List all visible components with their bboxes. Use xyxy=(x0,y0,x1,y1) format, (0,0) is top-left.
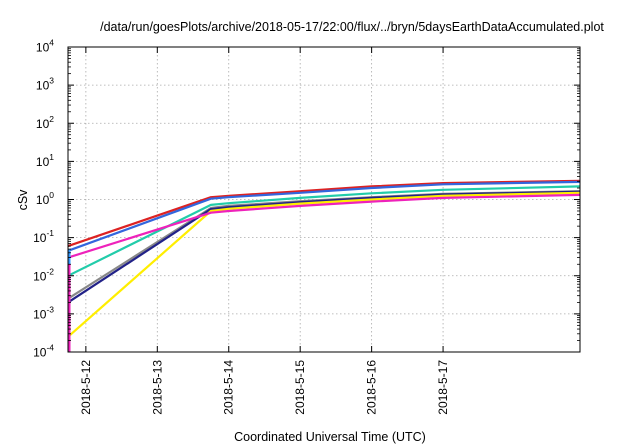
y-axis-label: cSv xyxy=(16,189,30,211)
series-line xyxy=(67,190,581,300)
chart-title: /data/run/goesPlots/archive/2018-05-17/2… xyxy=(100,20,604,34)
series-line xyxy=(67,193,581,259)
x-tick-label: 2018-5-17 xyxy=(436,360,450,415)
y-tick-label: 104 xyxy=(36,38,54,55)
x-tick-label: 2018-5-16 xyxy=(365,360,379,415)
series-line xyxy=(67,191,581,338)
y-tick-label: 102 xyxy=(36,114,54,131)
x-tick-label: 2018-5-12 xyxy=(79,360,93,415)
y-tick-label: 10-4 xyxy=(33,343,54,360)
series-line xyxy=(67,185,581,277)
series-line xyxy=(67,180,581,252)
y-tick-label: 10-1 xyxy=(33,228,54,245)
y-tick-label: 101 xyxy=(36,152,54,169)
y-tick-label: 100 xyxy=(36,190,54,207)
x-axis: 2018-5-12 2018-5-13 2018-5-14 2018-5-15 2018… xyxy=(79,47,450,415)
y-tick-label: 103 xyxy=(36,76,54,93)
y-tick-label: 10-2 xyxy=(33,266,54,283)
series-lines xyxy=(67,179,581,352)
x-axis-label: Coordinated Universal Time (UTC) xyxy=(234,430,426,444)
y-tick-label: 10-3 xyxy=(33,304,54,321)
series-line xyxy=(67,179,581,248)
y-axis: 10-4 10-3 10-2 10-1 100 101 102 103 104 xyxy=(33,38,580,360)
series-line xyxy=(67,190,581,304)
x-tick-label: 2018-5-15 xyxy=(293,360,307,415)
x-tick-label: 2018-5-14 xyxy=(222,360,236,415)
x-tick-label: 2018-5-13 xyxy=(150,360,164,415)
